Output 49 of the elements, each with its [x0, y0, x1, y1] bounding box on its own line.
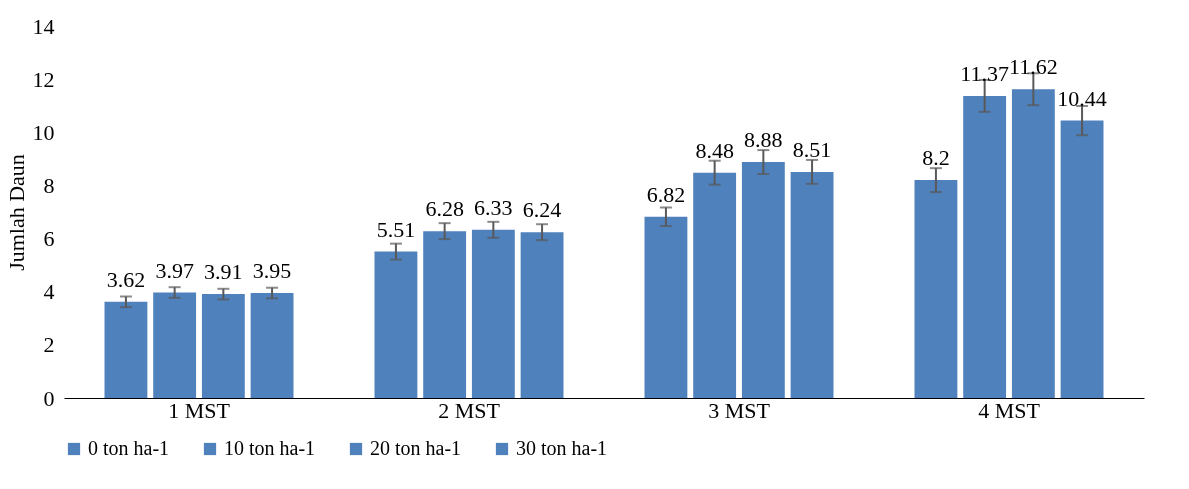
y-tick-label: 0	[43, 385, 55, 411]
data-label: 6.28	[425, 196, 464, 222]
legend-label: 20 ton ha-1	[370, 437, 462, 459]
bar	[153, 292, 197, 398]
data-label: 8.48	[695, 137, 734, 163]
y-tick-label: 2	[43, 332, 55, 358]
data-label: 11.62	[1009, 54, 1058, 80]
bar	[1011, 89, 1055, 398]
data-label: 6.24	[522, 197, 562, 223]
data-label: 8.88	[744, 127, 783, 153]
bar	[471, 229, 515, 398]
bar	[250, 293, 294, 398]
bar	[693, 172, 737, 398]
bar	[520, 232, 564, 398]
bar	[1060, 120, 1104, 398]
legend-label: 30 ton ha-1	[516, 437, 608, 459]
data-label: 6.82	[646, 181, 686, 207]
bar	[201, 294, 245, 398]
bar	[644, 216, 688, 398]
y-tick-label: 10	[32, 119, 55, 145]
bar	[790, 171, 834, 398]
data-label: 11.37	[960, 60, 1009, 86]
bar	[374, 251, 418, 398]
data-label: 5.51	[376, 216, 416, 242]
y-axis-title: Jumlah Daun	[3, 154, 29, 271]
x-tick-label: 2 MST	[438, 397, 501, 423]
bar	[914, 180, 958, 398]
data-label: 8.2	[922, 145, 950, 171]
y-tick-label: 4	[43, 279, 55, 305]
data-label: 10.44	[1057, 85, 1107, 111]
y-tick-label: 6	[43, 226, 55, 252]
legend-label: 10 ton ha-1	[224, 437, 316, 459]
data-label: 3.95	[252, 258, 292, 284]
data-label: 8.51	[792, 136, 832, 162]
bar	[104, 301, 148, 398]
bar	[963, 95, 1007, 398]
x-tick-label: 4 MST	[978, 397, 1041, 423]
y-tick-label: 14	[32, 13, 55, 39]
y-tick-label: 12	[32, 66, 55, 92]
data-label: 3.62	[106, 266, 146, 292]
legend-label: 0 ton ha-1	[88, 437, 170, 459]
data-label: 3.91	[204, 259, 243, 285]
data-label: 3.97	[155, 257, 194, 283]
bar	[741, 162, 785, 398]
x-tick-label: 3 MST	[708, 397, 771, 423]
data-label: 6.33	[474, 194, 513, 220]
y-tick-label: 8	[43, 172, 55, 198]
x-tick-label: 1 MST	[168, 397, 231, 423]
bar	[423, 231, 467, 398]
